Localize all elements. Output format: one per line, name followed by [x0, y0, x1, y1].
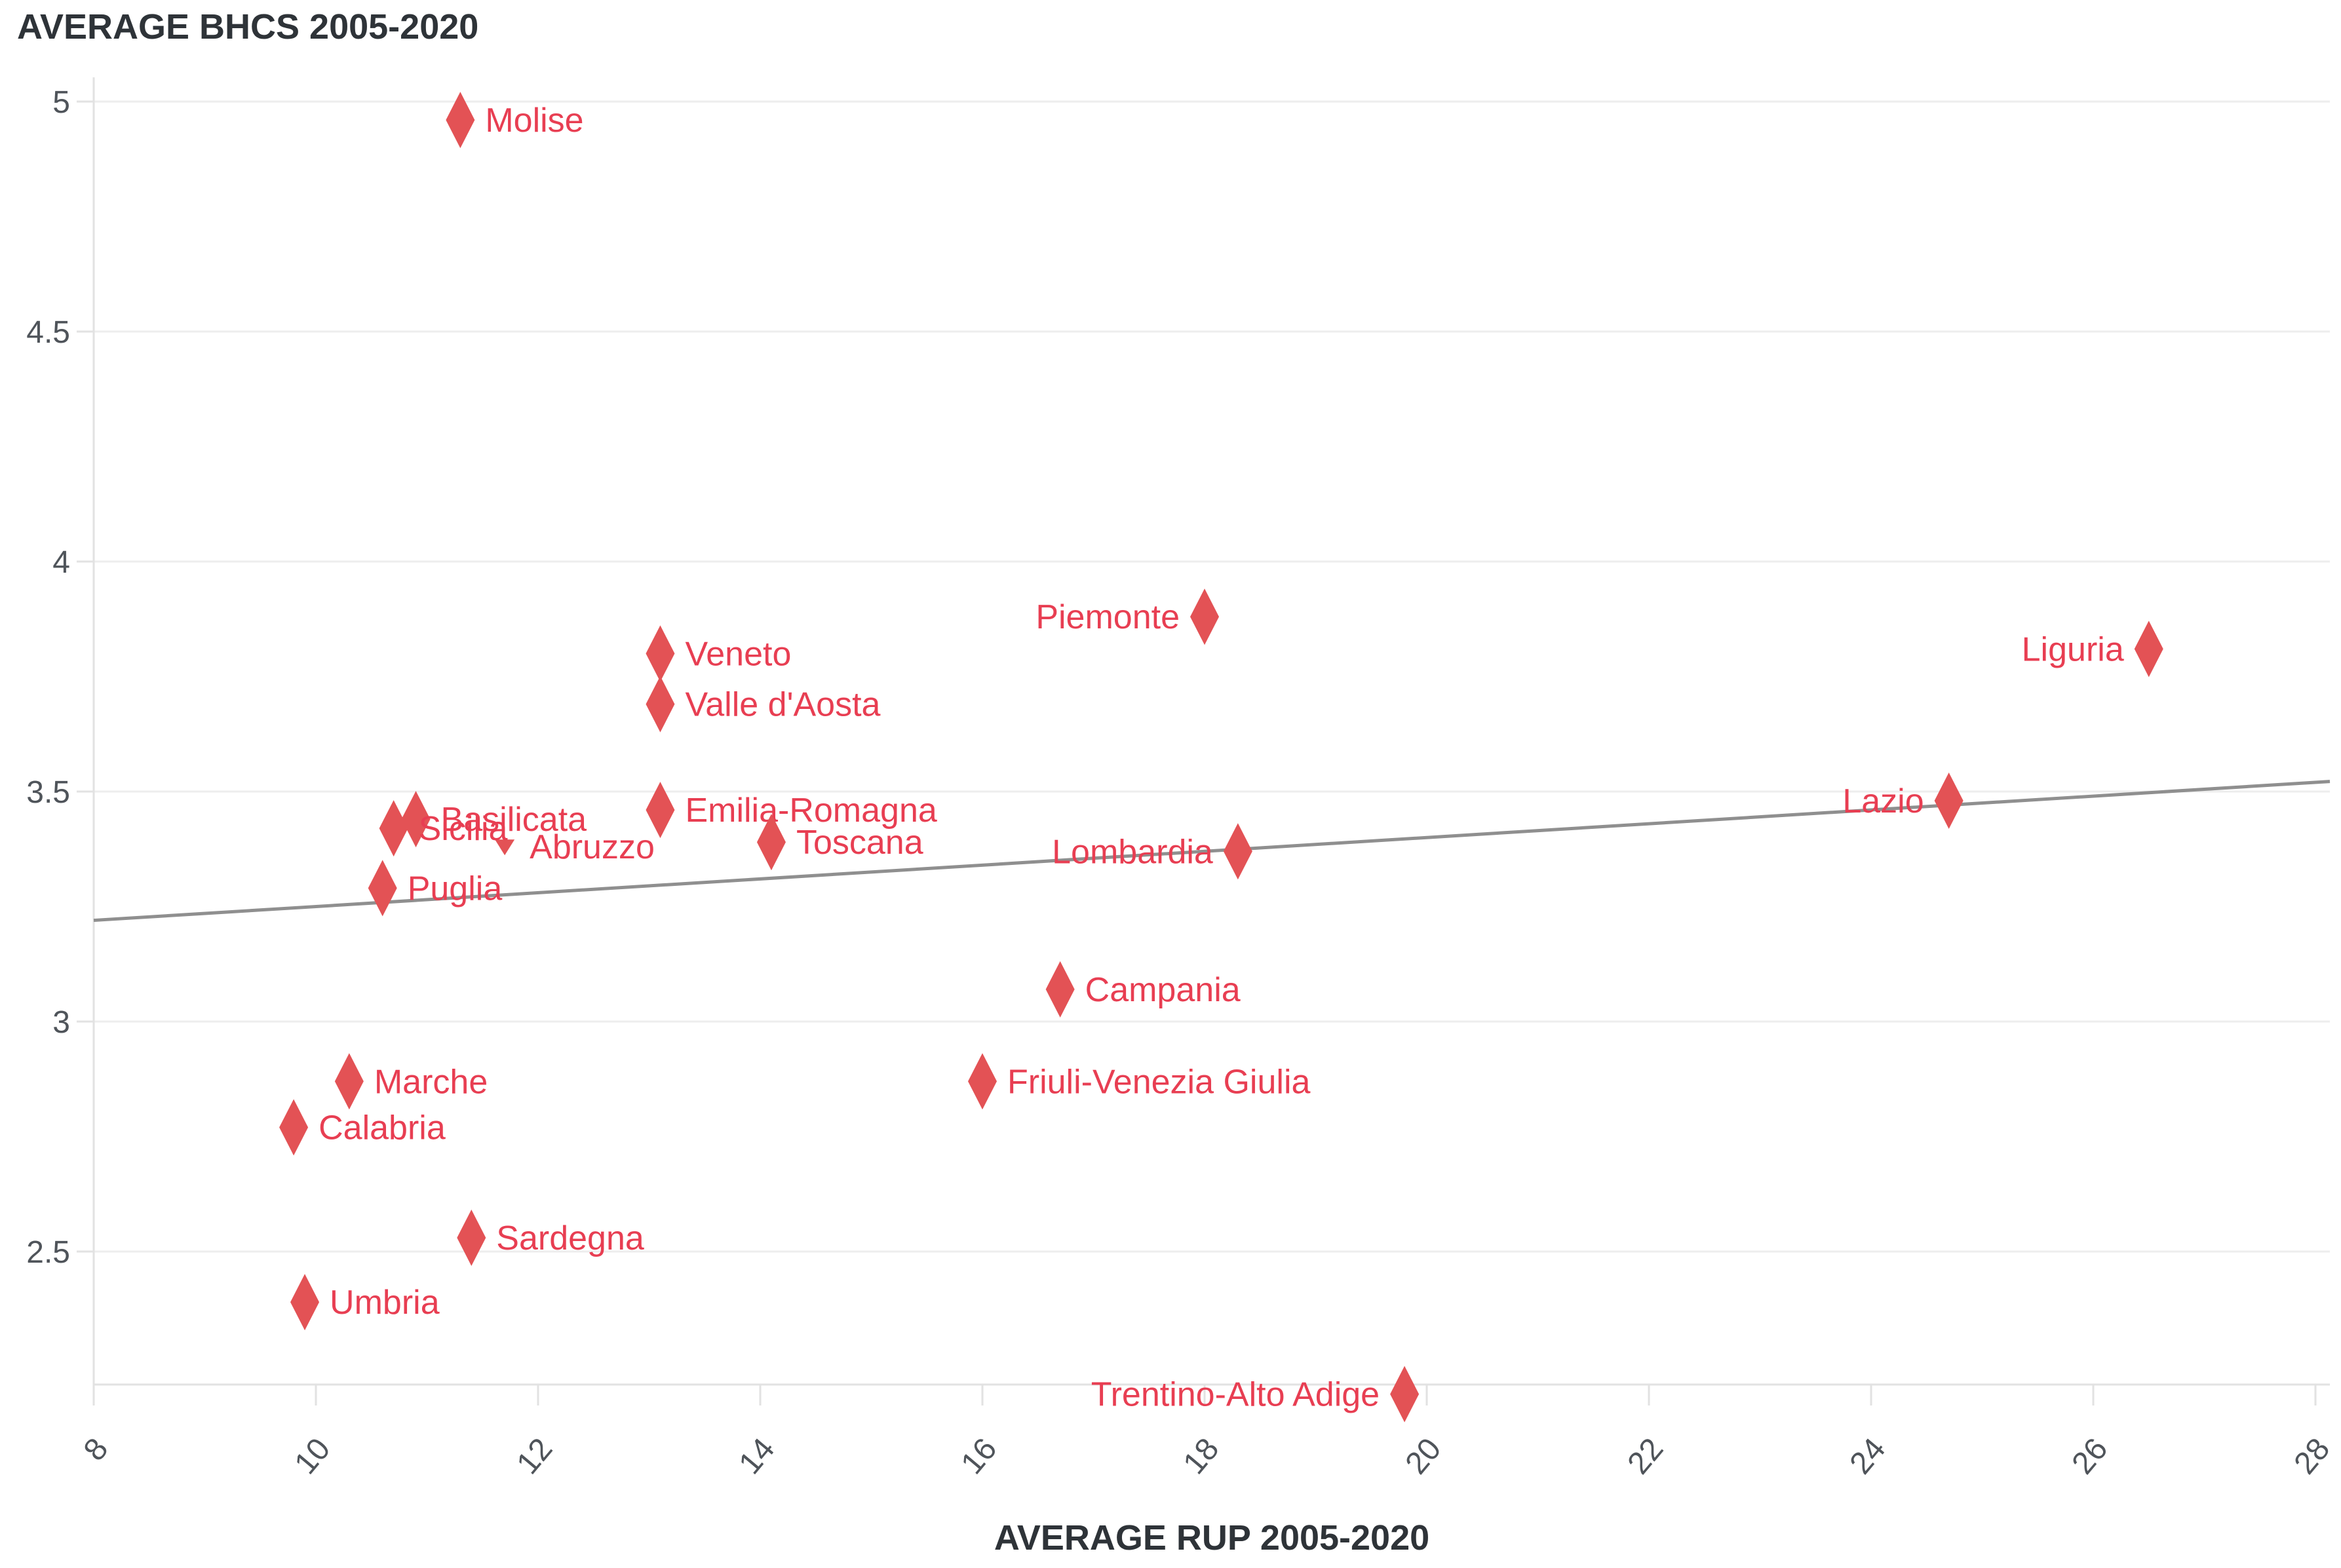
data-point-label: Calabria: [319, 1109, 446, 1147]
y-tick-label: 4.5: [26, 315, 70, 350]
x-tick-label: 16: [955, 1432, 1004, 1481]
data-point-label: Marche: [374, 1063, 488, 1101]
data-point-label: Lombardia: [1052, 833, 1213, 871]
data-point-marker-sardegna[interactable]: [457, 1209, 486, 1266]
y-tick-label: 4: [52, 545, 70, 580]
data-point-marker-piemonte[interactable]: [1190, 588, 1219, 645]
data-point-marker-sicilia[interactable]: [379, 800, 408, 857]
y-tick-label: 2.5: [26, 1235, 70, 1270]
data-point-label: Sardegna: [496, 1219, 644, 1257]
data-point-label: Liguria: [2022, 630, 2124, 668]
x-tick-label: 24: [1844, 1432, 1893, 1481]
y-tick-label: 3: [52, 1005, 70, 1040]
data-point-marker-liguria[interactable]: [2134, 621, 2163, 678]
x-tick-label: 10: [288, 1432, 338, 1481]
data-point-label: Abruzzo: [530, 828, 655, 866]
x-tick-label: 14: [733, 1432, 782, 1481]
data-point-label: Lazio: [1842, 782, 1924, 820]
data-point-label: Veneto: [685, 635, 791, 673]
data-point-label: Campania: [1085, 971, 1241, 1009]
data-point-marker-umbria[interactable]: [290, 1274, 320, 1331]
data-point-marker-trentino-alto-adige[interactable]: [1390, 1366, 1420, 1423]
data-point-marker-toscana[interactable]: [756, 814, 786, 871]
x-tick-label: 18: [1177, 1432, 1226, 1481]
data-point-label: Sicilia: [419, 810, 508, 848]
data-point-label: Valle d'Aosta: [685, 686, 880, 724]
data-point-label: Umbria: [330, 1284, 440, 1322]
data-point-label: Puglia: [408, 870, 503, 908]
x-tick-label: 12: [511, 1432, 560, 1481]
data-point-label: Toscana: [796, 824, 923, 862]
data-point-marker-calabria[interactable]: [279, 1099, 309, 1156]
data-point-marker-friuli-venezia-giulia[interactable]: [968, 1053, 997, 1110]
data-point-label: Trentino-Alto Adige: [1091, 1376, 1380, 1414]
data-point-marker-basilicata[interactable]: [401, 791, 431, 848]
x-axis-title: AVERAGE RUP 2005-2020: [994, 1518, 1430, 1558]
x-tick-label: 20: [1399, 1432, 1448, 1481]
data-point-marker-lombardia[interactable]: [1223, 823, 1252, 880]
x-tick-label: 8: [77, 1432, 115, 1468]
data-point-marker-marche[interactable]: [334, 1053, 364, 1110]
data-point-marker-puglia[interactable]: [368, 860, 397, 917]
data-point-marker-abruzzo[interactable]: [495, 839, 515, 856]
data-point-marker-campania[interactable]: [1045, 961, 1075, 1018]
x-tick-label: 26: [2066, 1432, 2115, 1481]
data-point-label: Basilicata: [441, 801, 587, 839]
y-tick-label: 3.5: [26, 775, 70, 810]
y-axis-title: AVERAGE BHCS 2005-2020: [17, 7, 479, 47]
x-tick-label: 22: [1621, 1432, 1671, 1481]
data-point-marker-lazio[interactable]: [1934, 773, 1964, 830]
data-point-label: Emilia-Romagna: [685, 792, 937, 830]
data-point-label: Molise: [485, 102, 583, 140]
data-point-marker-emilia-romagna[interactable]: [646, 782, 675, 839]
x-tick-label: 28: [2288, 1432, 2337, 1481]
data-point-marker-molise[interactable]: [446, 92, 475, 149]
data-point-marker-valle-d-aosta[interactable]: [646, 676, 675, 733]
y-tick-label: 5: [52, 85, 70, 120]
data-point-label: Piemonte: [1035, 598, 1180, 636]
data-point-label: Friuli-Venezia Giulia: [1007, 1063, 1310, 1101]
data-point-marker-veneto[interactable]: [646, 625, 675, 682]
